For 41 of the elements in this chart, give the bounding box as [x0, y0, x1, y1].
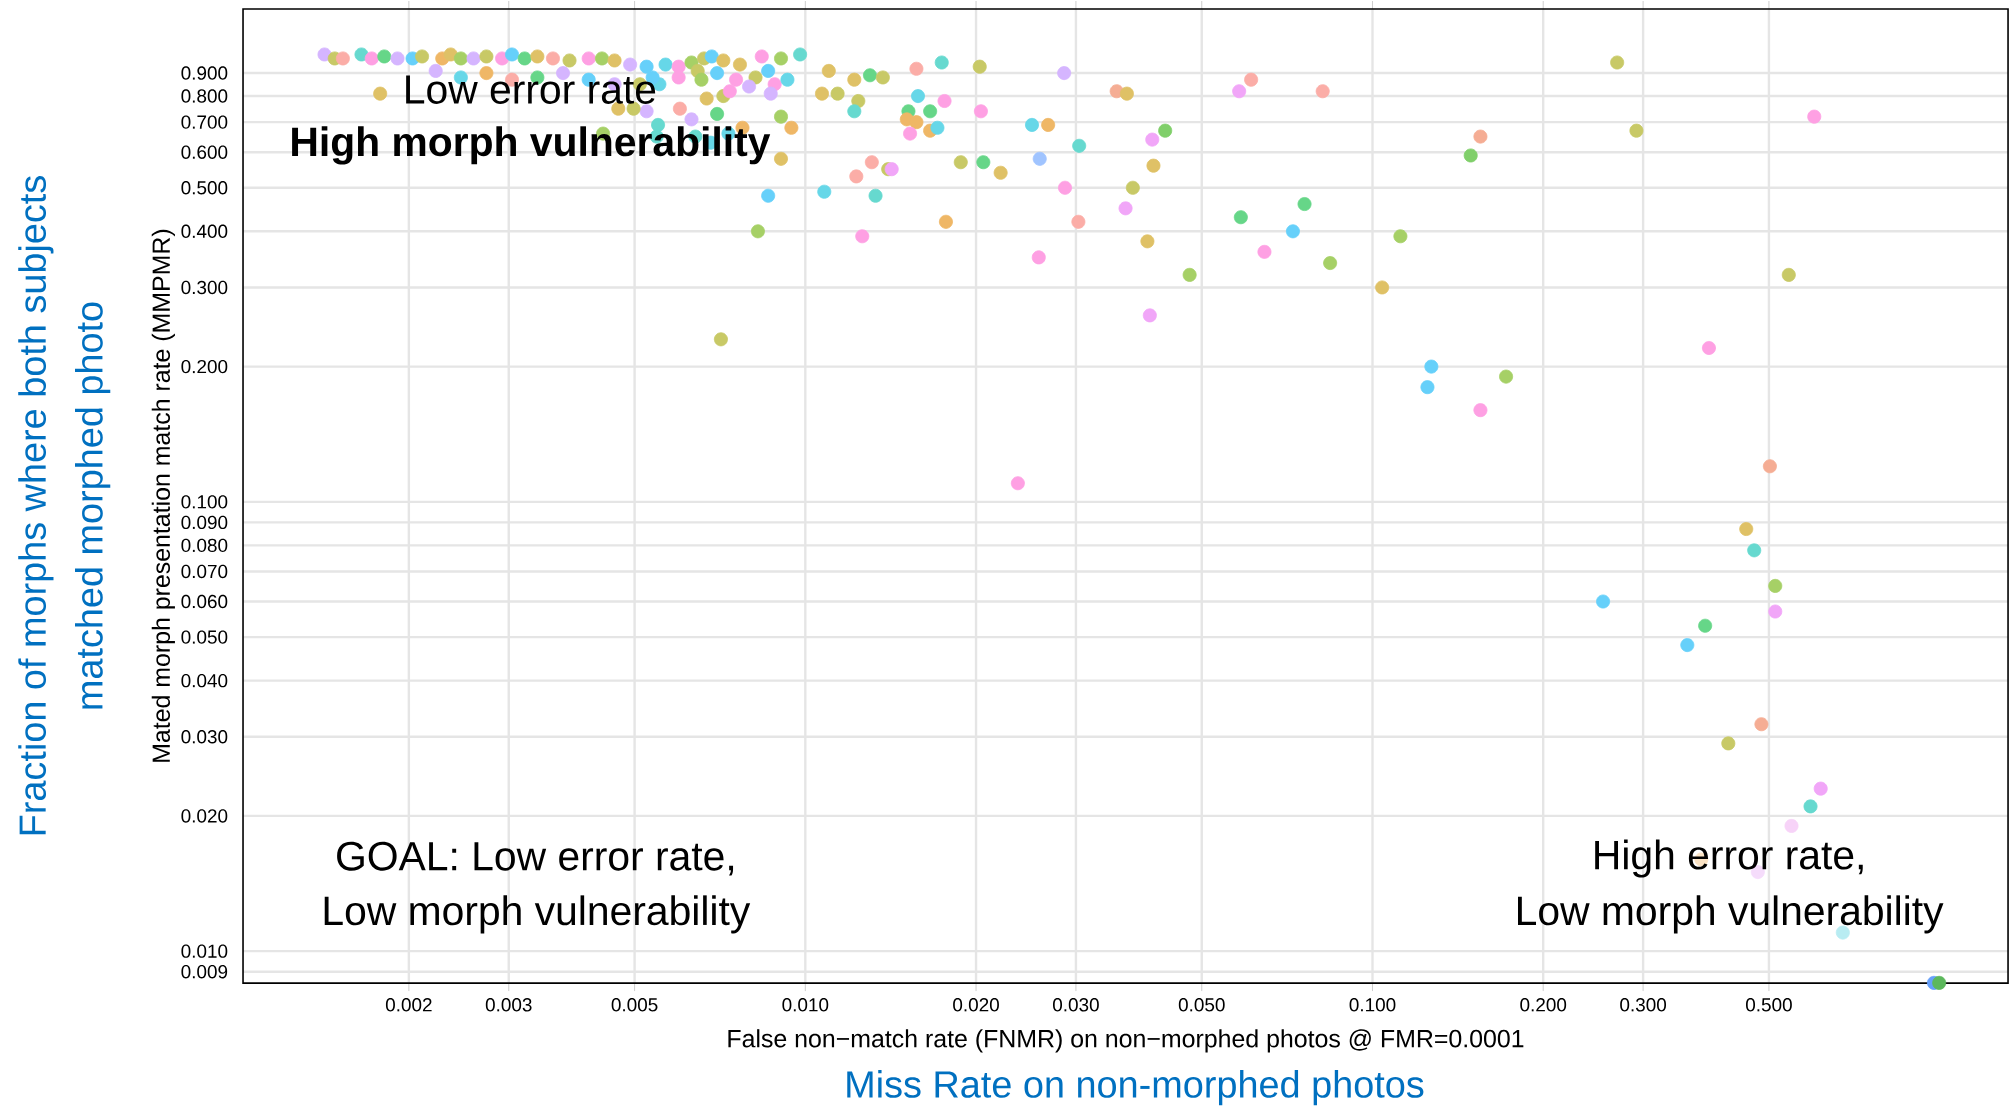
- annotation: Low error rate: [406, 75, 656, 105]
- annotation: High morph vulnerability: [292, 126, 771, 165]
- y-tick-label: 0.020: [181, 809, 228, 823]
- y-tick-label: 0.030: [181, 730, 228, 744]
- y-tick-label: 0.060: [181, 595, 228, 609]
- x-tick-label: 0.005: [611, 998, 658, 1012]
- y-tick-label: 0.400: [181, 224, 228, 239]
- x-axis-title: False non−match rate (FNMR) on non−morphed photos @ FMR=0.0001: [728, 1029, 1524, 1053]
- y-tick-label: 0.009: [181, 965, 228, 979]
- y-tick-label: 0.900: [181, 66, 228, 80]
- y-tick-label: 0.500: [181, 181, 228, 195]
- x-tick-label: 0.500: [1746, 998, 1792, 1012]
- text: Fraction of morphs where both subjects: [18, 176, 54, 835]
- y-tick-label: 0.010: [181, 944, 228, 959]
- x-tick-label: 0.020: [953, 998, 999, 1012]
- y-tick-label: 0.090: [181, 515, 228, 530]
- y-tick-label: 0.100: [181, 495, 228, 509]
- x-tick-label: 0.002: [385, 998, 432, 1012]
- y-tick-label: 0.200: [181, 360, 228, 374]
- x-tick-label: 0.100: [1349, 998, 1396, 1012]
- text: Miss Rate on non-morphed photos: [847, 1070, 1424, 1106]
- y-axis-title: Mated morph presentation match rate (MMPMR): [151, 230, 175, 762]
- annotation: Low morph vulnerability: [1518, 895, 1944, 934]
- x-tick-label: 0.010: [782, 998, 829, 1012]
- y-tick-label: 0.800: [181, 89, 228, 103]
- y-tick-label: 0.700: [181, 115, 228, 130]
- y-tick-label: 0.600: [181, 145, 228, 160]
- x-tick-label: 0.050: [1178, 998, 1225, 1012]
- y-tick-label: 0.300: [181, 280, 228, 295]
- x-tick-label: 0.003: [485, 998, 532, 1012]
- x-tick-label: 0.030: [1053, 998, 1099, 1012]
- x-tick-label: 0.300: [1620, 998, 1667, 1012]
- y-tick-label: 0.050: [181, 630, 228, 645]
- y-tick-label: 0.080: [181, 538, 228, 553]
- annotation: High error rate,: [1595, 839, 1863, 878]
- annotation: GOAL: Low error rate,: [337, 841, 734, 876]
- text: matched morphed photo: [75, 302, 111, 709]
- y-tick-label: 0.040: [181, 674, 228, 688]
- y-tick-label: 0.070: [181, 564, 228, 579]
- annotation: Low morph vulnerability: [324, 895, 751, 934]
- x-tick-label: 0.200: [1520, 998, 1567, 1012]
